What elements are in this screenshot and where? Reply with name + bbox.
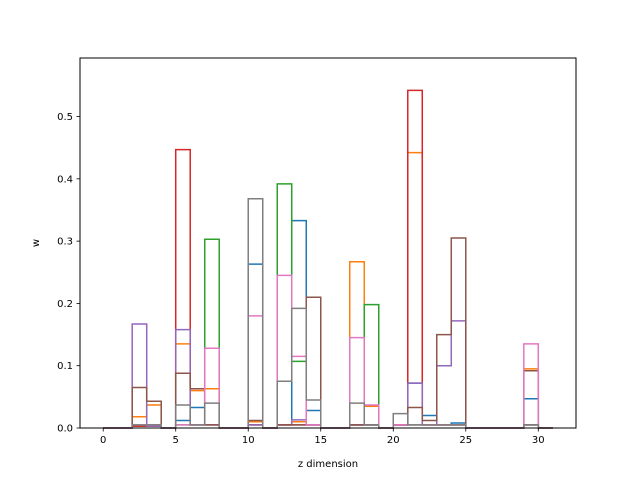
y-tick-label: 0.4 — [57, 174, 73, 185]
histogram-series-8 — [103, 198, 553, 429]
x-tick-label: 15 — [314, 435, 327, 446]
x-tick-label: 5 — [173, 435, 179, 446]
y-tick-label: 0.3 — [57, 237, 73, 248]
x-tick-label: 10 — [242, 435, 255, 446]
x-tick-label: 0 — [100, 435, 106, 446]
y-tick-label: 0.0 — [57, 424, 73, 435]
y-tick-label: 0.1 — [57, 361, 73, 372]
y-tick-label: 0.5 — [57, 112, 73, 123]
y-axis-label: w — [31, 239, 42, 247]
x-tick-label: 30 — [532, 435, 545, 446]
x-tick-label: 20 — [387, 435, 400, 446]
x-axis-ticks: 0 5 10 15 20 25 30 — [100, 428, 545, 446]
histogram-series-6 — [103, 237, 553, 429]
x-tick-label: 25 — [459, 435, 472, 446]
axes-frame — [79, 57, 577, 429]
histogram-series-group — [103, 89, 553, 429]
x-axis-label: z dimension — [298, 459, 358, 470]
y-tick-label: 0.2 — [57, 299, 73, 310]
y-axis-ticks: 0.0 0.1 0.2 0.3 0.4 0.5 — [57, 112, 80, 435]
